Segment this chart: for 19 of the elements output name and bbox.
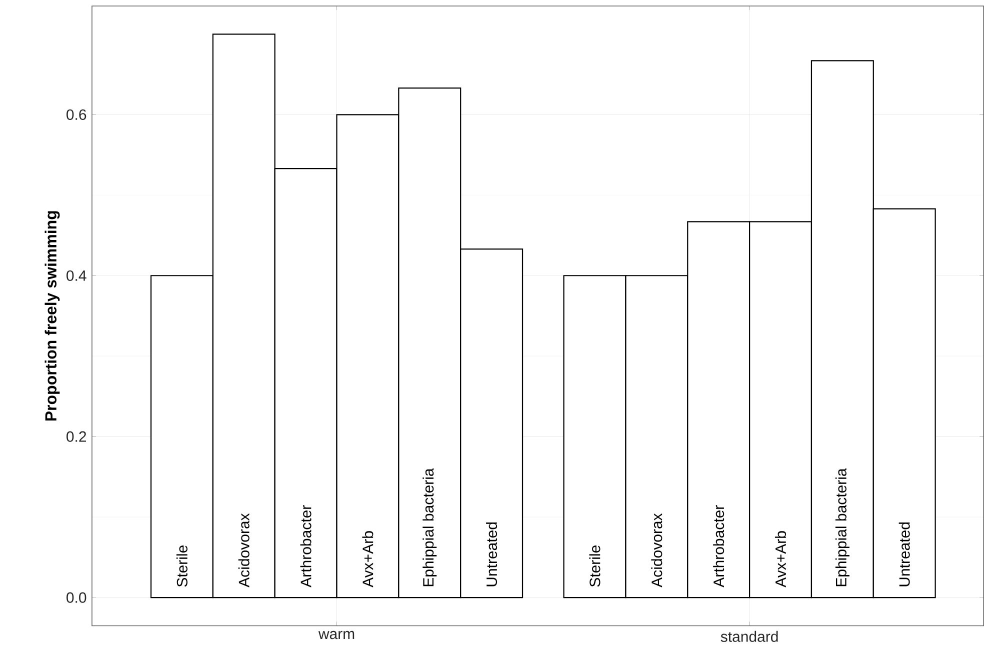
y-tick-label: 0.0 [66, 592, 86, 604]
y-tick-label: 0.2 [66, 431, 86, 442]
series-label: Avx+Arb [362, 531, 374, 588]
text: Ephippial bacteria [835, 468, 850, 586]
y-axis-title: Proportion freely swimming [44, 211, 60, 421]
text: Avx+Arb [774, 531, 786, 588]
text: Untreated [898, 522, 910, 586]
series-label: Untreated [486, 522, 498, 586]
text: Acidovorax [651, 514, 662, 588]
text: Arthrobacter [713, 505, 724, 588]
series-label: Ephippial bacteria [422, 468, 437, 586]
series-label: Sterile [176, 546, 188, 587]
y-tick-label: 0.4 [66, 270, 86, 282]
series-label: Acidovorax [238, 514, 250, 588]
text: Sterile [589, 546, 600, 587]
x-tick-label: warm [318, 631, 354, 640]
y-tick-label: 0.6 [66, 109, 86, 120]
x-tick-label: standard [720, 631, 778, 642]
series-label: Arthrobacter [300, 505, 312, 588]
